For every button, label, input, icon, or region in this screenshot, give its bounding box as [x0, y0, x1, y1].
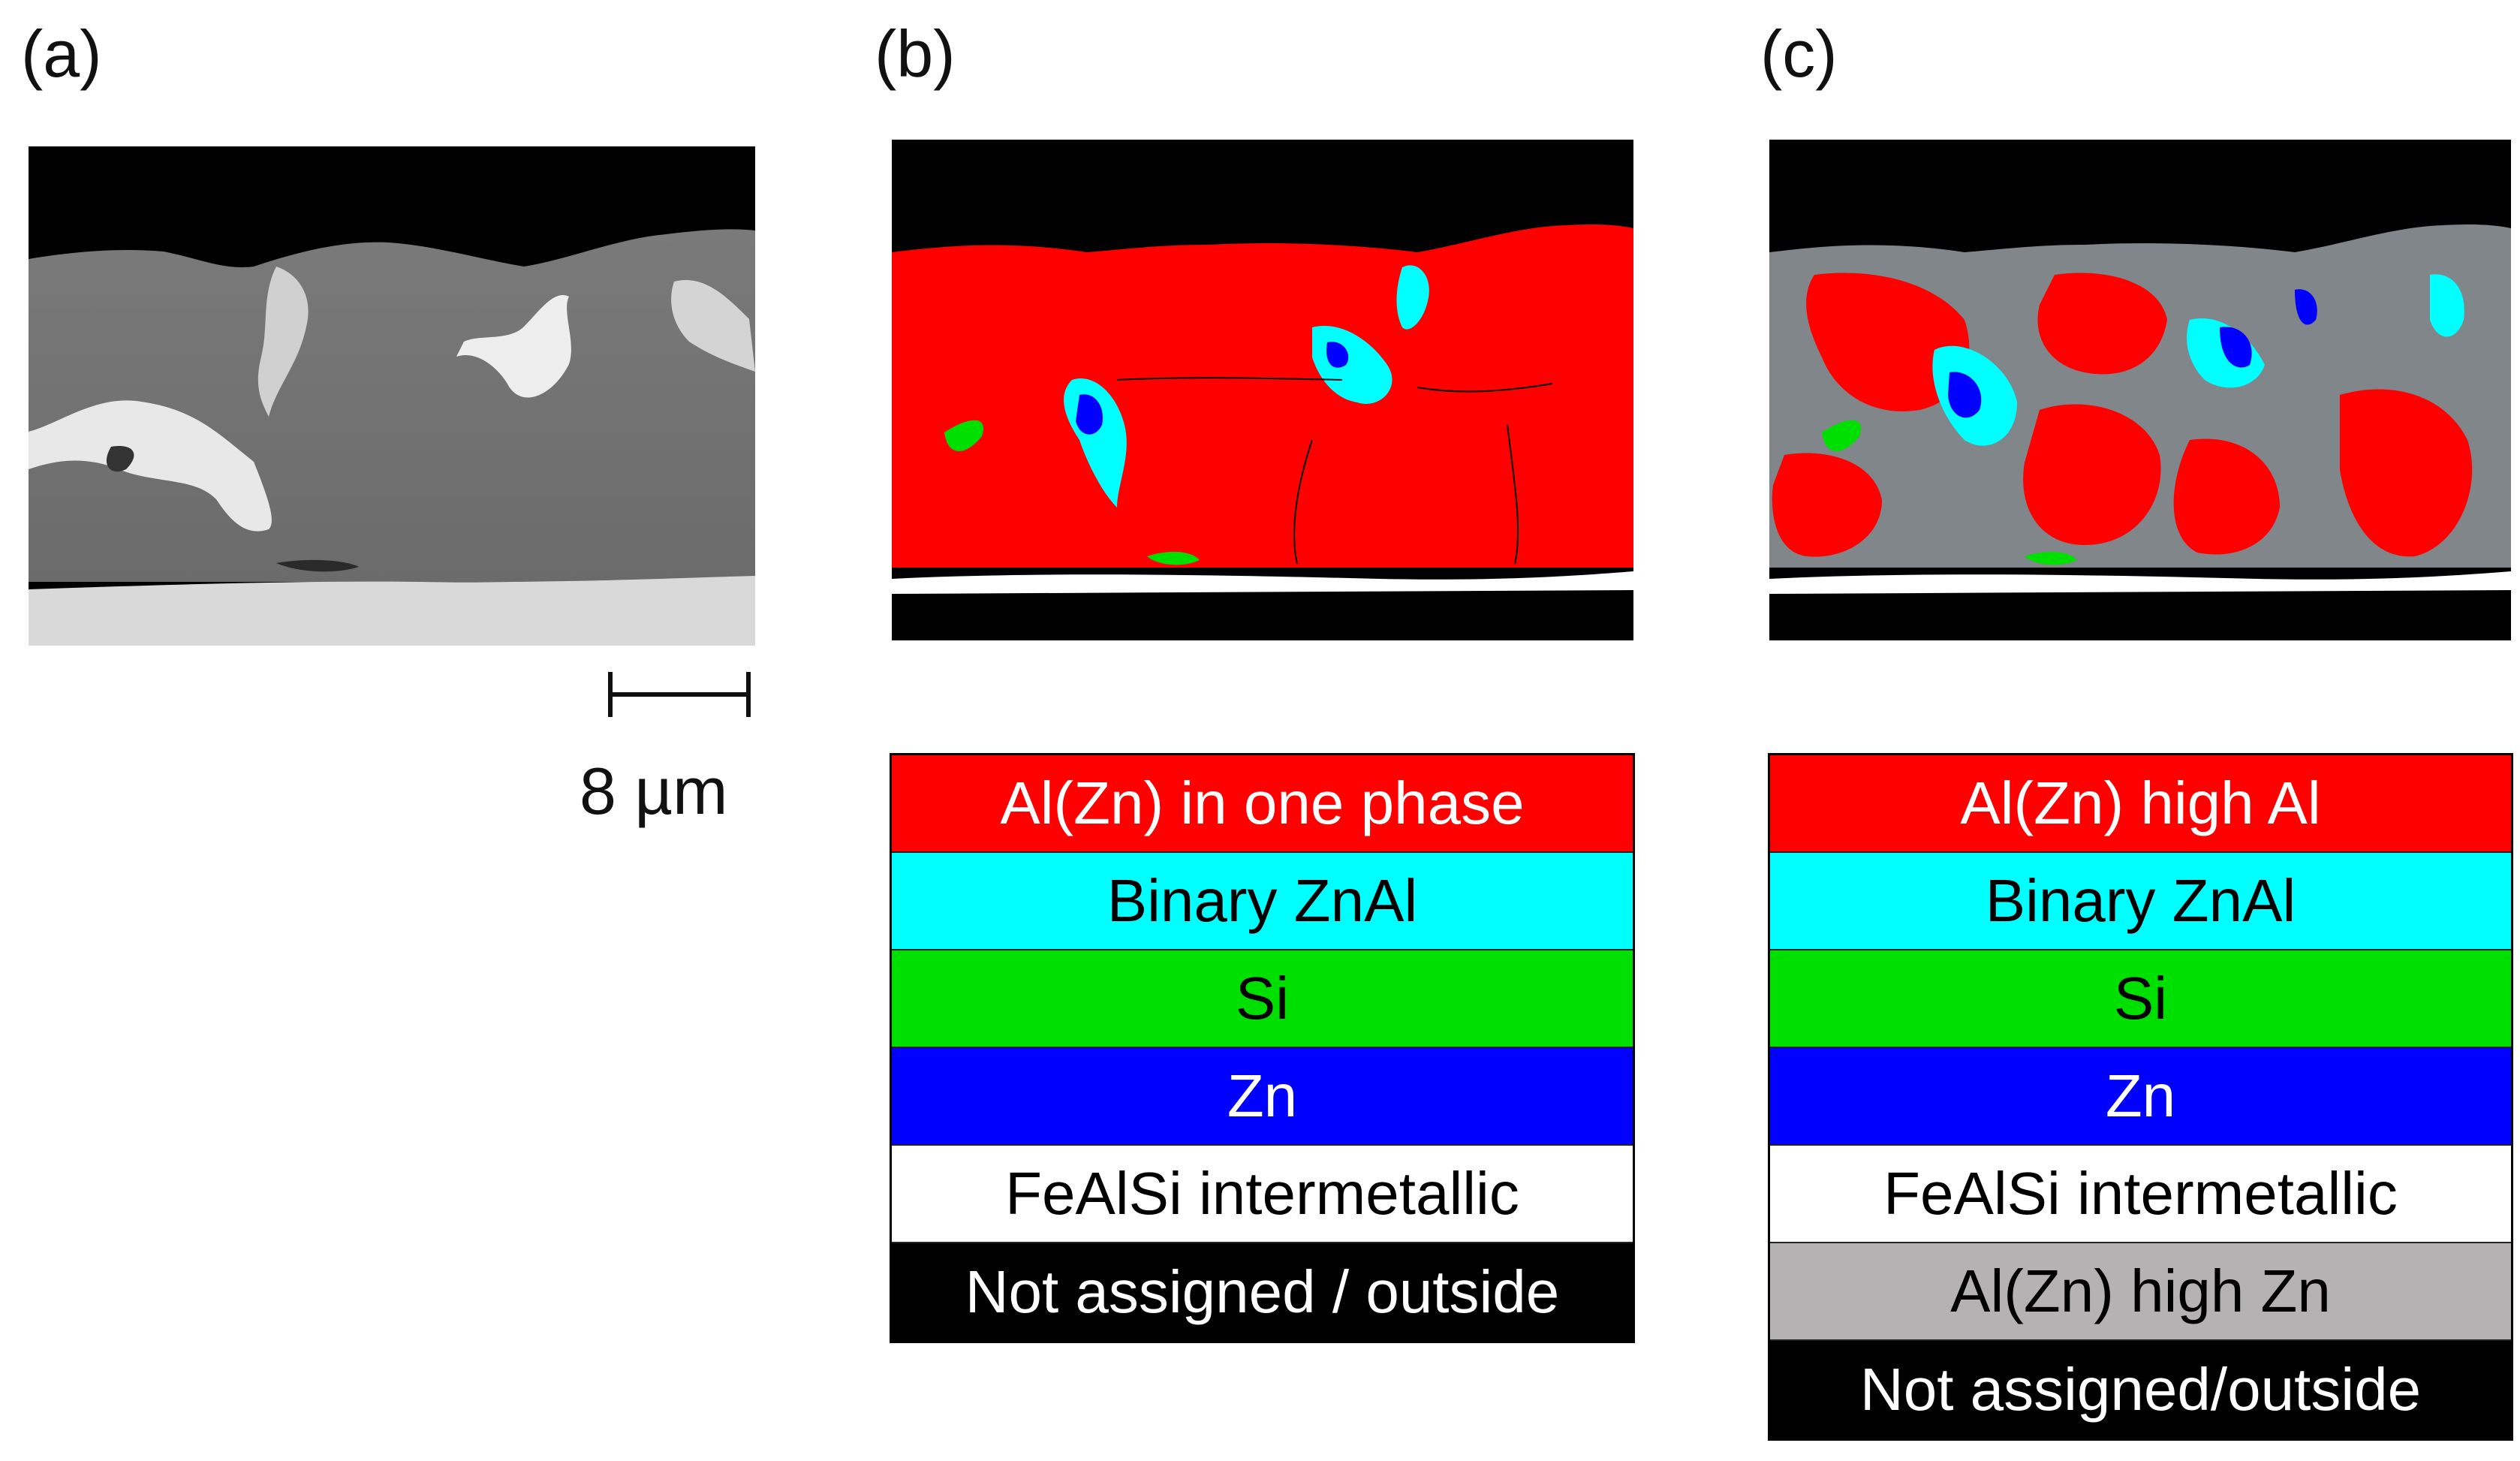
- legend-row: Al(Zn) in one phase: [892, 755, 1633, 853]
- panel-label-b: (b): [875, 17, 956, 91]
- phase-map-b: [892, 140, 1633, 640]
- scale-bar: [608, 672, 754, 717]
- panel-label-c: (c): [1760, 17, 1838, 91]
- legend-row: FeAlSi intermetallic: [1770, 1146, 2511, 1243]
- legend-row: Binary ZnAl: [892, 853, 1633, 950]
- scale-bar-tick-left: [608, 672, 613, 717]
- scale-bar-line: [608, 692, 751, 697]
- legend-row: FeAlSi intermetallic: [892, 1146, 1633, 1243]
- legend-row: Binary ZnAl: [1770, 853, 2511, 950]
- legend-row: Si: [1770, 950, 2511, 1048]
- legend-row: Not assigned / outside: [892, 1243, 1633, 1341]
- legend-row: Zn: [892, 1048, 1633, 1146]
- scale-bar-tick-right: [746, 672, 751, 717]
- scale-bar-label: 8 µm: [580, 754, 728, 828]
- panel-label-a: (a): [21, 17, 102, 91]
- legend-row: Zn: [1770, 1048, 2511, 1146]
- legend-row: Al(Zn) high Zn: [1770, 1243, 2511, 1341]
- legend-c: Al(Zn) high Al Binary ZnAl Si Zn FeAlSi inte…: [1768, 753, 2513, 1441]
- legend-row: Si: [892, 950, 1633, 1048]
- legend-row: Al(Zn) high Al: [1770, 755, 2511, 853]
- legend-b: Al(Zn) in one phase Binary ZnAl Si Zn FeAlSi…: [890, 753, 1635, 1343]
- sem-micrograph: [29, 146, 755, 646]
- legend-row: Not assigned/outside: [1770, 1341, 2511, 1438]
- phase-map-c: [1769, 140, 2511, 640]
